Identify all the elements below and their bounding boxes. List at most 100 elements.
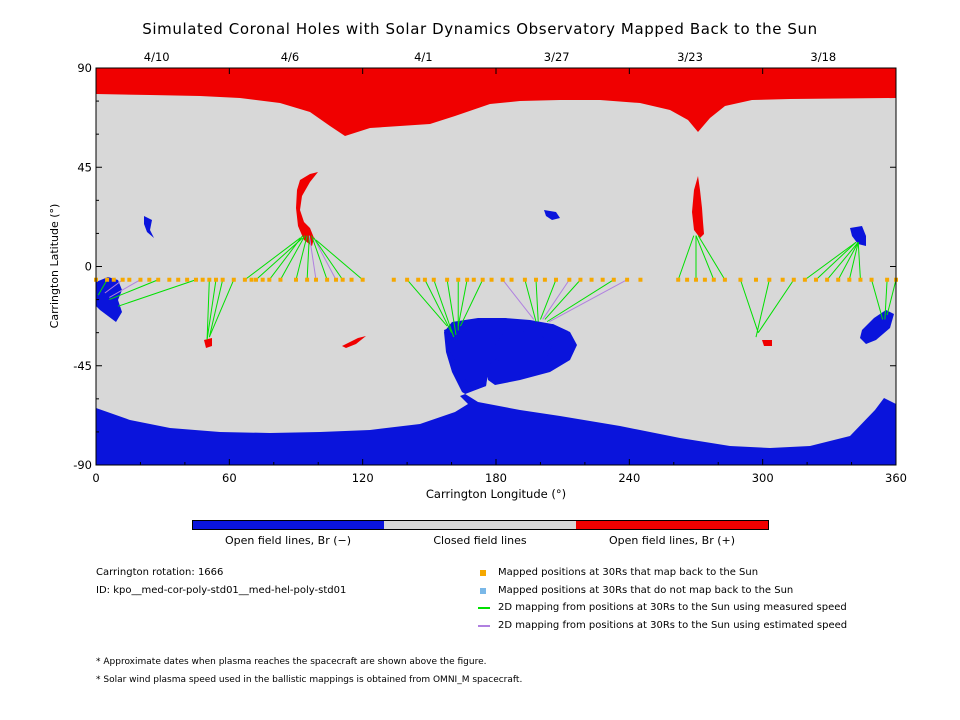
measured-field-line <box>406 279 448 327</box>
mapped-position-marker <box>676 277 681 282</box>
note-speed: * Solar wind plasma speed used in the ba… <box>96 675 523 685</box>
mapped-position-marker <box>138 277 143 282</box>
hole-positive-d <box>342 336 366 348</box>
mapped-position-marker <box>567 277 572 282</box>
axes-group: 0 60 120 180 240 300 360 90 45 0 -45 -90 4/10 4/6 4/1 3… <box>73 50 907 485</box>
mapped-position-marker <box>534 277 538 282</box>
mapped-position-marker <box>471 277 476 282</box>
legend-mapped-marker <box>480 570 486 576</box>
x-tick-label: 300 <box>752 471 774 485</box>
mapped-position-marker <box>465 277 470 282</box>
measured-field-line <box>695 235 715 280</box>
measured-field-line <box>826 241 859 281</box>
mapped-position-marker <box>480 277 485 282</box>
mapped-position-marker <box>702 277 707 282</box>
hole-positive-e <box>762 340 772 346</box>
measured-field-line <box>757 279 795 333</box>
measured-field-line <box>804 241 857 281</box>
mapped-position-marker <box>694 277 698 282</box>
hole-positive-a <box>296 172 318 246</box>
measured-field-line <box>677 235 695 280</box>
legend-measured-text: 2D mapping from positions at 30Rs to the… <box>498 602 847 613</box>
mapped-position-marker <box>885 277 890 282</box>
measured-field-line <box>315 239 363 281</box>
mapped-position-marker <box>294 277 298 282</box>
coronal-hole-map: 0 60 120 180 240 300 360 90 45 0 -45 -90 4/10 4/6 4/1 3… <box>48 50 907 501</box>
mapped-position-marker <box>349 277 354 282</box>
carrington-rotation-text: Carrington rotation: 1666 <box>96 567 224 578</box>
closed-field-region <box>96 68 896 465</box>
colorbar-positive <box>576 520 768 529</box>
legend-unmapped-marker <box>480 588 486 594</box>
mapped-position-marker <box>542 277 547 282</box>
mapped-position-marker <box>267 277 272 282</box>
mapped-position-marker <box>600 277 605 282</box>
top-date-label: 3/23 <box>677 50 703 64</box>
top-date-label: 3/18 <box>810 50 836 64</box>
mapped-position-marker <box>185 277 190 282</box>
measured-field-line <box>524 279 537 322</box>
mapped-position-marker <box>416 277 421 282</box>
chart-title: Simulated Coronal Holes with Solar Dynam… <box>142 20 818 38</box>
mapped-position-marker <box>685 277 690 282</box>
x-tick-label: 180 <box>485 471 507 485</box>
mapped-position-marker <box>260 277 265 282</box>
south-polar-hole <box>96 318 896 465</box>
mapped-position-marker <box>825 277 830 282</box>
hole-positive-c <box>204 338 212 348</box>
measured-field-line <box>857 242 861 280</box>
mapped-position-marker <box>214 277 218 282</box>
measured-field-line <box>837 242 859 280</box>
mapped-position-marker <box>431 277 436 282</box>
measured-field-line <box>118 279 197 307</box>
measured-field-line <box>535 279 539 322</box>
mapped-position-marker <box>391 277 396 282</box>
colorbar-label-closed: Closed field lines <box>433 534 527 547</box>
measured-field-line <box>815 241 857 281</box>
colorbar-label-negative: Open field lines, Br (−) <box>224 534 352 547</box>
note-dates: * Approximate dates when plasma reaches … <box>96 657 487 667</box>
legend-estimated-text: 2D mapping from positions at 30Rs to the… <box>498 620 848 631</box>
legend-estimated-line <box>478 625 490 627</box>
legend-unmapped-text: Mapped positions at 30Rs that do not map… <box>498 585 794 596</box>
measured-field-line <box>206 279 210 340</box>
mapped-position-marker <box>220 277 225 282</box>
y-tick-label: 45 <box>77 160 92 174</box>
mapped-position-marker <box>791 277 796 282</box>
mapped-position-marker <box>111 277 116 282</box>
mapped-position-marker <box>869 277 874 282</box>
mapped-position-marker <box>278 277 283 282</box>
mapped-position-marker <box>405 277 410 282</box>
y-tick-label: 0 <box>85 260 92 274</box>
x-axis-label: Carrington Longitude (°) <box>426 487 566 501</box>
mapped-position-marker <box>445 277 450 282</box>
mapped-position-marker <box>836 277 841 282</box>
mapped-position-marker <box>780 277 785 282</box>
mapped-position-marker <box>625 277 630 282</box>
mapped-position-marker <box>156 277 161 282</box>
measured-field-line <box>871 279 884 320</box>
measured-field-line <box>546 279 615 323</box>
mapped-position-marker <box>254 277 258 282</box>
measured-field-line <box>109 279 159 301</box>
legend-measured-line <box>478 607 490 609</box>
measured-field-line <box>424 279 453 333</box>
mapped-position-marker <box>456 277 461 282</box>
estimated-field-line <box>109 279 141 298</box>
mapped-position-marker <box>200 277 205 282</box>
estimated-field-line <box>308 235 317 280</box>
mapped-position-marker <box>305 277 310 282</box>
mapped-position-marker <box>242 277 247 282</box>
estimated-field-line <box>549 279 628 323</box>
legend-mapped-text: Mapped positions at 30Rs that map back t… <box>498 567 759 578</box>
estimated-field-line <box>313 237 337 280</box>
hole-small-c <box>850 226 866 246</box>
measured-field-line <box>244 237 301 281</box>
estimated-field-line <box>502 279 535 320</box>
mapped-position-marker <box>589 277 594 282</box>
mapped-position-marker <box>489 277 494 282</box>
hole-positive-b <box>692 176 704 238</box>
mapped-position-marker <box>554 277 558 282</box>
central-coronal-hole <box>444 318 577 390</box>
mapped-position-marker <box>194 277 198 282</box>
